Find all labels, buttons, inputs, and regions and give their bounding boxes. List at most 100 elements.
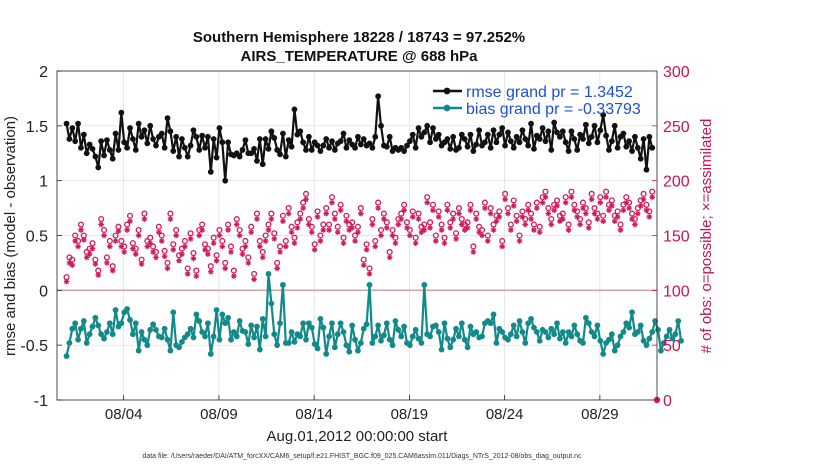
rmse-point bbox=[355, 133, 361, 140]
rmse-point bbox=[418, 133, 425, 140]
obs-assimilated-point bbox=[205, 251, 211, 257]
obs-assimilated-point bbox=[95, 272, 102, 278]
obs-possible-point bbox=[161, 247, 168, 254]
obs-possible-point bbox=[548, 216, 555, 223]
x-tick-label: 08/19 bbox=[391, 406, 429, 423]
obs-possible-point bbox=[496, 208, 503, 215]
obs-possible-point bbox=[467, 201, 474, 208]
obs-assimilated-point bbox=[609, 203, 615, 209]
rmse-point bbox=[525, 142, 532, 149]
obs-assimilated-point bbox=[135, 232, 142, 239]
y-right-tick-label: 0 bbox=[663, 393, 672, 410]
rmse-point bbox=[101, 152, 107, 159]
bias-point bbox=[479, 333, 485, 340]
rmse-point bbox=[629, 148, 635, 154]
bias-point bbox=[101, 335, 107, 342]
bias-point bbox=[649, 329, 656, 335]
obs-assimilated-point bbox=[430, 207, 436, 214]
bias-point bbox=[104, 329, 110, 335]
bias-point bbox=[95, 322, 102, 329]
obs-possible-point bbox=[294, 219, 301, 226]
rmse-point bbox=[305, 133, 312, 140]
obs-possible-point bbox=[190, 249, 197, 257]
bias-point bbox=[138, 329, 145, 335]
obs-possible-point bbox=[207, 263, 214, 270]
bias-point bbox=[153, 326, 159, 333]
bias-point bbox=[326, 333, 332, 340]
rmse-point bbox=[404, 142, 410, 149]
rmse-point bbox=[254, 158, 260, 164]
bias-point bbox=[461, 336, 468, 343]
bias-point bbox=[187, 325, 194, 332]
obs-possible-point bbox=[274, 259, 281, 266]
rmse-point bbox=[557, 133, 563, 140]
bias-point bbox=[320, 324, 327, 331]
bias-point bbox=[574, 331, 581, 338]
y-left-tick-label: 0.5 bbox=[26, 229, 48, 246]
bias-point bbox=[199, 329, 206, 335]
bias-point bbox=[614, 342, 621, 349]
rmse-point bbox=[435, 131, 442, 138]
rmse-point bbox=[66, 136, 73, 142]
obs-possible-point bbox=[559, 210, 566, 217]
bias-point bbox=[611, 347, 618, 354]
rmse-point bbox=[329, 138, 335, 145]
obs-assimilated-point bbox=[542, 194, 549, 200]
rmse-point bbox=[167, 128, 174, 135]
obs-possible-point bbox=[519, 208, 526, 215]
obs-assimilated-point bbox=[176, 257, 182, 264]
obs-assimilated-point bbox=[626, 205, 632, 211]
obs-assimilated-point bbox=[536, 229, 543, 236]
obs-possible-point bbox=[331, 210, 338, 217]
obs-possible-point bbox=[135, 226, 142, 234]
rmse-point bbox=[626, 138, 633, 145]
obs-assimilated-point bbox=[594, 216, 601, 222]
obs-possible-point bbox=[158, 232, 165, 239]
obs-possible-point bbox=[366, 265, 373, 272]
obs-assimilated-point bbox=[326, 227, 332, 233]
bias-point bbox=[132, 320, 139, 327]
bias-point bbox=[127, 317, 133, 323]
obs-possible-point bbox=[504, 205, 512, 212]
obs-possible-point bbox=[225, 221, 232, 228]
obs-assimilated-point bbox=[404, 225, 410, 231]
bias-point bbox=[392, 318, 399, 324]
bias-point bbox=[86, 331, 93, 338]
obs-possible-point bbox=[398, 210, 405, 217]
y-right-tick-label: 100 bbox=[663, 283, 690, 300]
obs-assimilated-point bbox=[571, 207, 578, 214]
rmse-point bbox=[366, 140, 373, 147]
bias-point bbox=[334, 331, 341, 338]
bias-point bbox=[516, 318, 523, 324]
obs-possible-point bbox=[349, 219, 356, 226]
bias-point bbox=[161, 325, 168, 332]
obs-possible-point bbox=[256, 237, 263, 245]
bias-point bbox=[106, 320, 113, 327]
rmse-point bbox=[559, 128, 566, 135]
bias-point bbox=[672, 331, 679, 338]
bias-point bbox=[536, 337, 543, 344]
obs-assimilated-point bbox=[303, 196, 309, 203]
obs-assimilated-point bbox=[124, 227, 130, 233]
obs-assimilated-point bbox=[467, 207, 474, 214]
obs-assimilated-point bbox=[502, 196, 508, 203]
obs-possible-point bbox=[447, 219, 454, 226]
obs-assimilated-point bbox=[153, 254, 159, 261]
y-right-tick-label: 150 bbox=[663, 229, 690, 246]
rmse-point bbox=[606, 147, 612, 153]
obs-assimilated-point bbox=[236, 232, 243, 239]
rmse-point bbox=[242, 137, 249, 143]
obs-possible-point bbox=[150, 243, 157, 250]
bias-point bbox=[98, 331, 105, 338]
obs-assimilated-point bbox=[585, 225, 592, 231]
rmse-point bbox=[476, 127, 483, 134]
obs-assimilated-point bbox=[484, 238, 491, 244]
obs-possible-point bbox=[628, 210, 636, 217]
obs-possible-point bbox=[193, 267, 200, 274]
bias-point bbox=[230, 329, 237, 335]
obs-assimilated-point bbox=[637, 203, 644, 209]
obs-possible-point bbox=[608, 197, 615, 204]
rmse-point bbox=[153, 142, 159, 149]
obs-assimilated-point bbox=[464, 225, 471, 231]
rmse-point bbox=[196, 147, 203, 153]
